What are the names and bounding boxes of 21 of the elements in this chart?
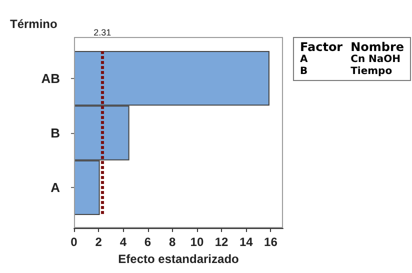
x-tick-label: 14 [239, 235, 254, 249]
text: B [300, 66, 309, 78]
x-tick-label: 6 [144, 235, 152, 249]
text: Tiempo [350, 66, 394, 78]
text: Factor [300, 40, 343, 54]
y-tick-label: A [50, 180, 61, 196]
x-tick-label: 0 [70, 235, 78, 249]
x-axis-title: Efecto estandarizado [118, 252, 239, 266]
text: Cn NaOH [350, 54, 402, 66]
x-tick-label: 8 [169, 235, 176, 249]
x-tick-label: 2 [95, 235, 102, 249]
y-tick-label: AB [41, 70, 60, 86]
x-tick-label: 4 [120, 235, 127, 249]
x-tick-label: 12 [214, 235, 229, 249]
text: A [300, 54, 309, 66]
x-tick-label: 16 [264, 235, 278, 249]
y-tick-label: B [50, 126, 60, 140]
x-tick-label: 10 [190, 235, 204, 249]
y-axis-title: Término [10, 17, 58, 31]
ref-line-label: 2.31 [94, 28, 112, 38]
text: Nombre [350, 40, 404, 54]
